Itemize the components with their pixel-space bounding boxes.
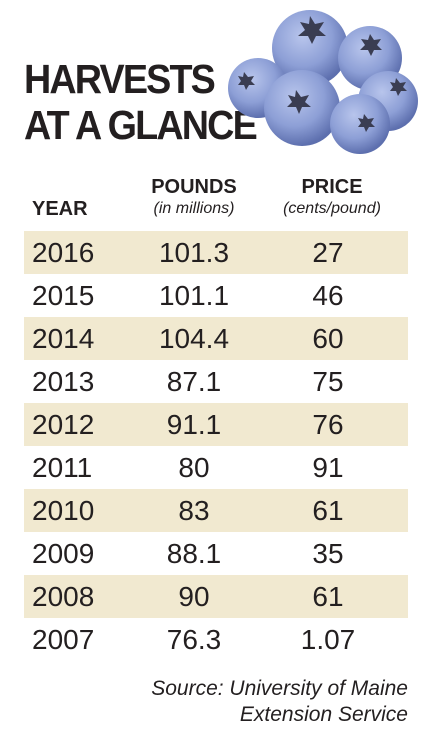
pounds-cell: 101.1 bbox=[158, 280, 230, 311]
pounds-cell: 87.1 bbox=[166, 366, 222, 397]
column-header-price: PRICE bbox=[301, 176, 363, 198]
year-cell: 2010 bbox=[32, 495, 95, 526]
year-cell: 2009 bbox=[32, 538, 95, 569]
price-cell: 60 bbox=[312, 323, 344, 354]
pounds-cell: 88.1 bbox=[166, 538, 222, 569]
blueberries-icon bbox=[228, 10, 418, 154]
pounds-cell: 76.3 bbox=[166, 624, 222, 655]
price-cell: 91 bbox=[312, 452, 344, 483]
price-cell: 27 bbox=[312, 237, 344, 268]
column-subheader-price: (cents/pound) bbox=[283, 200, 381, 217]
chart-title: HARVESTS AT A GLANCE bbox=[24, 56, 258, 148]
year-cell: 2013 bbox=[32, 366, 95, 397]
year-cell: 2007 bbox=[32, 624, 95, 655]
pounds-cell: 104.4 bbox=[158, 323, 230, 354]
price-cell: 76 bbox=[312, 409, 344, 440]
table-row: 2007 76.3 1.07 bbox=[24, 618, 408, 661]
source-note: Source: University of Maine Extension Se… bbox=[151, 676, 408, 728]
pounds-cell: 90 bbox=[178, 581, 210, 612]
table-row: 2013 87.1 75 bbox=[24, 360, 408, 403]
year-cell: 2011 bbox=[32, 452, 93, 483]
year-cell: 2008 bbox=[32, 581, 95, 612]
data-table: 2016 101.3 27 2015 101.1 46 2014 104.4 60 2013 87.… bbox=[24, 231, 408, 661]
column-header-year: YEAR bbox=[32, 198, 88, 220]
pounds-cell: 80 bbox=[178, 452, 210, 483]
table-row: 2016 101.3 27 bbox=[24, 231, 408, 274]
table-row: 2010 83 61 bbox=[24, 489, 408, 532]
pounds-cell: 101.3 bbox=[158, 237, 230, 268]
column-header-pounds: POUNDS bbox=[151, 176, 237, 198]
title-line-1: HARVESTS bbox=[24, 56, 216, 102]
price-cell: 75 bbox=[312, 366, 344, 397]
price-cell: 61 bbox=[312, 495, 344, 526]
table-row: 2015 101.1 46 bbox=[24, 274, 408, 317]
year-cell: 2014 bbox=[32, 323, 95, 354]
table-row: 2011 80 91 bbox=[24, 446, 408, 489]
table-row: 2014 104.4 60 bbox=[24, 317, 408, 360]
pounds-cell: 91.1 bbox=[166, 409, 222, 440]
source-line-2: Extension Service bbox=[239, 703, 408, 726]
table-row: 2012 91.1 76 bbox=[24, 403, 408, 446]
price-cell: 1.07 bbox=[300, 624, 356, 655]
price-cell: 61 bbox=[312, 581, 344, 612]
table-row: 2008 90 61 bbox=[24, 575, 408, 618]
price-cell: 46 bbox=[312, 280, 344, 311]
column-subheader-pounds: (in millions) bbox=[153, 200, 235, 217]
title-line-2: AT A GLANCE bbox=[24, 102, 258, 148]
table-row: 2009 88.1 35 bbox=[24, 532, 408, 575]
table-header: YEAR POUNDS (in millions) PRICE (cents/p… bbox=[24, 172, 408, 228]
year-cell: 2016 bbox=[32, 237, 95, 268]
pounds-cell: 83 bbox=[178, 495, 210, 526]
source-line-1: Source: University of Maine bbox=[151, 677, 408, 700]
year-cell: 2012 bbox=[32, 409, 95, 440]
price-cell: 35 bbox=[312, 538, 344, 569]
year-cell: 2015 bbox=[32, 280, 95, 311]
